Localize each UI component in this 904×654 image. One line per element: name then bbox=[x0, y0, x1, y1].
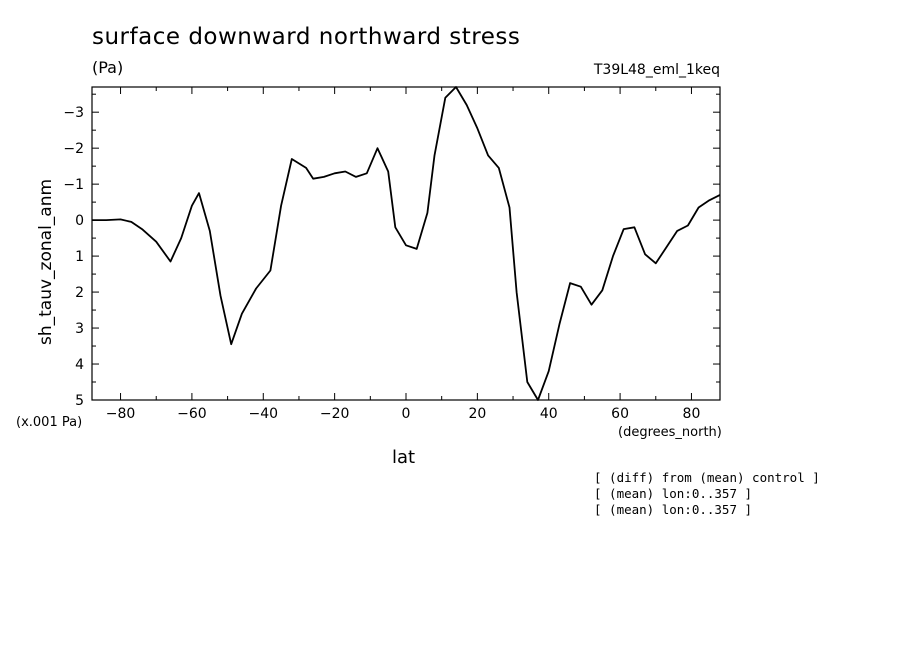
units-label: (Pa) bbox=[92, 58, 124, 77]
chart-title: surface downward northward stress bbox=[92, 24, 521, 50]
axis-ticks bbox=[92, 87, 720, 401]
y-tick-label: 0 bbox=[75, 213, 84, 229]
y-tick-label: −3 bbox=[63, 105, 84, 121]
x-tick-label: 80 bbox=[683, 406, 701, 422]
y-tick-label: 2 bbox=[75, 285, 84, 301]
annotation-notes: [ (diff) from (mean) control ] [ (mean) … bbox=[594, 470, 820, 518]
x-tick-label: −20 bbox=[320, 406, 350, 422]
y-tick-label: −2 bbox=[63, 141, 84, 157]
x-tick-label: −80 bbox=[106, 406, 136, 422]
plot-frame bbox=[91, 86, 721, 401]
x-tick-label: 0 bbox=[402, 406, 411, 422]
series-group bbox=[92, 86, 721, 401]
note-line: [ (mean) lon:0..357 ] bbox=[594, 486, 753, 501]
note-line: [ (diff) from (mean) control ] bbox=[594, 470, 820, 485]
y-tick-label: −1 bbox=[63, 177, 84, 193]
series-line bbox=[92, 86, 721, 401]
experiment-label: T39L48_eml_1keq bbox=[593, 62, 720, 78]
x-tick-label: 40 bbox=[540, 406, 558, 422]
scale-note: (x.001 Pa) bbox=[16, 415, 83, 430]
y-tick-label: 1 bbox=[75, 249, 84, 265]
y-tick-label: 5 bbox=[75, 393, 84, 409]
y-tick-label: 3 bbox=[75, 321, 84, 337]
x-axis-units: (degrees_north) bbox=[618, 425, 722, 440]
y-tick-label: 4 bbox=[75, 357, 84, 373]
x-tick-label: −60 bbox=[177, 406, 207, 422]
axis-tick-labels: −80 −60 −40 −20 0 20 40 60 80 −3 −2 −1 0 1 2 3 4 5 bbox=[63, 105, 700, 422]
note-line: [ (mean) lon:0..357 ] bbox=[594, 502, 753, 517]
x-tick-label: 60 bbox=[611, 406, 629, 422]
x-tick-label: −40 bbox=[248, 406, 278, 422]
x-tick-label: 20 bbox=[468, 406, 486, 422]
x-axis-label: lat bbox=[392, 447, 416, 468]
